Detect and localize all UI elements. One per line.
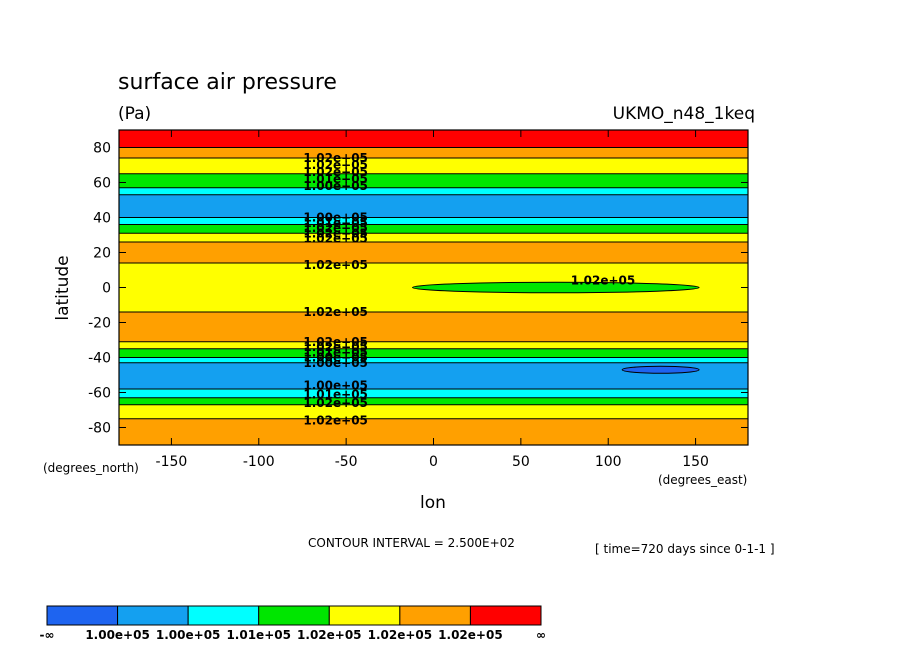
contour-label-20: 1.02e+05 (303, 396, 368, 410)
colorbar-legend: -∞ 1.00e+05 1.00e+05 1.01e+05 1.02e+05 1.02e+… (40, 605, 546, 642)
contour-label-3: 1.01e+05 (303, 172, 368, 186)
colorbar-label-7: ∞ (536, 628, 546, 642)
colorbar-label-4: 1.02e+05 (297, 628, 362, 642)
y-tick-label-3: -20 (88, 316, 111, 332)
y-tick-label-5: 20 (93, 246, 111, 262)
contour-band-12 (119, 341, 748, 349)
contour-band-5 (119, 194, 748, 218)
contour-regions (412, 281, 700, 374)
contour-band-8 (119, 233, 748, 242)
colorbar-swatch-1 (117, 605, 189, 626)
contour-label-5: 1.00e+05 (303, 211, 368, 225)
time-label: [ time=720 days since 0-1-1 ] (595, 542, 775, 556)
y-tick-label-0: -80 (88, 421, 111, 437)
contour-band-4 (119, 187, 748, 195)
contour-band-17 (119, 397, 748, 405)
x-axis-label: lon (420, 493, 446, 513)
contour-label-16: 1.00e+05 (303, 351, 368, 365)
contour-band-18 (119, 404, 748, 419)
contour-band-6 (119, 217, 748, 225)
colorbar-swatch-0 (46, 605, 119, 626)
y-axis-label: latitude (53, 255, 73, 320)
contour-band-11 (119, 312, 748, 342)
y-tick-label-8: 80 (93, 141, 111, 157)
x-axis-ticks: -150 -100 -50 0 50 100 150 (156, 130, 709, 470)
contour-region-1 (621, 365, 700, 374)
contour-label-8: 1.02e+05 (303, 226, 368, 240)
y-tick-label-4: 0 (102, 281, 111, 297)
contour-interval-label: CONTOUR INTERVAL = 2.500E+02 (308, 536, 515, 550)
x-tick-label-1: -100 (243, 454, 275, 470)
colorbar-swatch-4 (328, 605, 401, 626)
contour-label-0: 1.02e+05 (303, 151, 368, 165)
contour-label-15: 1.01e+05 (303, 345, 368, 359)
x-tick-label-5: 100 (595, 454, 622, 470)
colorbar-label-0: -∞ (40, 628, 55, 642)
contour-band-16 (119, 389, 748, 398)
contour-label-14: 1.02e+05 (303, 340, 368, 354)
contour-labels: 1.02e+051.02e+051.02e+051.01e+051.00e+05… (303, 151, 635, 428)
contour-band-0 (119, 130, 748, 148)
chart-units: (Pa) (118, 104, 151, 124)
contour-label-19: 1.01e+05 (303, 387, 368, 401)
colorbar-label-3: 1.01e+05 (226, 628, 291, 642)
colorbar-swatch-3 (258, 605, 330, 626)
x-tick-label-3: 0 (429, 454, 438, 470)
contour-band-7 (119, 224, 748, 234)
contour-label-18: 1.00e+05 (303, 379, 368, 393)
y-tick-label-2: -40 (88, 351, 111, 367)
chart-title: surface air pressure (118, 70, 337, 95)
contour-label-9: 1.02e+05 (303, 232, 368, 246)
colorbar-label-5: 1.02e+05 (368, 628, 433, 642)
contour-label-4: 1.00e+05 (303, 179, 368, 193)
colorbar-swatch-2 (187, 605, 260, 626)
contour-band-3 (119, 173, 748, 188)
contour-label-12: 1.02e+05 (303, 305, 368, 319)
colorbar-swatch-6 (469, 605, 542, 626)
contour-label-7: 1.02e+05 (303, 221, 368, 235)
contour-band-1 (119, 147, 748, 158)
contour-band-9 (119, 242, 748, 263)
plot-area: 1.02e+051.02e+051.02e+051.01e+051.00e+05… (119, 130, 748, 445)
y-axis-ticks: -80 -60 -40 -20 0 20 40 60 80 (88, 141, 748, 437)
contour-label-2: 1.02e+05 (303, 165, 368, 179)
colorbar-label-6: 1.02e+05 (438, 628, 503, 642)
contour-label-1: 1.02e+05 (303, 158, 368, 172)
colorbar-label-1: 1.00e+05 (85, 628, 150, 642)
x-tick-label-2: -50 (335, 454, 358, 470)
x-tick-label-0: -150 (156, 454, 188, 470)
x-tick-label-4: 50 (512, 454, 530, 470)
contour-band-2 (119, 158, 748, 174)
dataset-label: UKMO_n48_1keq (613, 104, 755, 124)
contour-region-0 (412, 281, 700, 294)
contour-label-17: 1.00e+05 (303, 356, 368, 370)
x-axis-units: (degrees_east) (658, 473, 747, 487)
colorbar-label-2: 1.00e+05 (156, 628, 221, 642)
contour-label-10: 1.02e+05 (303, 258, 368, 272)
contour-lines (119, 147, 748, 445)
x-tick-label-6: 150 (682, 454, 709, 470)
colorbar-swatch-5 (399, 605, 471, 626)
contour-label-6: 1.01e+05 (303, 216, 368, 230)
y-tick-label-6: 40 (93, 211, 111, 227)
y-axis-units: (degrees_north) (43, 461, 139, 475)
contour-label-21: 1.02e+05 (303, 414, 368, 428)
contour-band-14 (119, 357, 748, 363)
contour-label-11: 1.02e+05 (571, 274, 636, 288)
y-tick-label-1: -60 (88, 386, 111, 402)
y-tick-label-7: 60 (93, 176, 111, 192)
contour-label-13: 1.02e+05 (303, 335, 368, 349)
contour-band-13 (119, 348, 748, 358)
